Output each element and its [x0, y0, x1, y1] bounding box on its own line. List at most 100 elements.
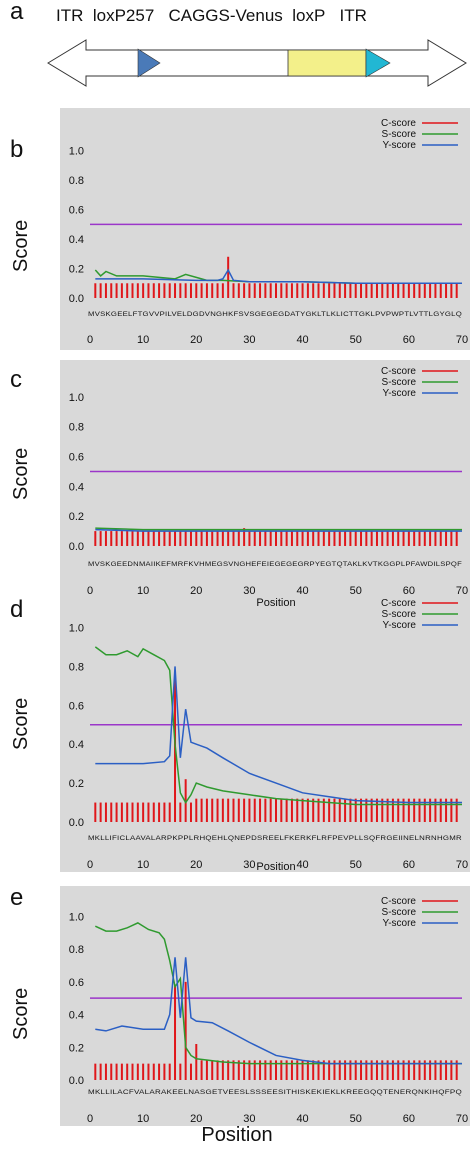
x-tick-label-b: 0	[87, 334, 93, 346]
x-tick-label-e: 60	[403, 1113, 415, 1125]
y-tick-label-d: 0.4	[69, 739, 84, 751]
x-tick-label-b: 50	[350, 334, 362, 346]
x-tick-label-c: 60	[403, 585, 415, 597]
panel-d-background	[60, 590, 470, 872]
y-tick-label-c: 0.6	[69, 452, 84, 464]
y-tick-label-e: 0.8	[69, 944, 84, 956]
y-tick-label-b: 0.2	[69, 264, 84, 276]
x-tick-label-c: 40	[296, 585, 308, 597]
y-axis-label-d: Score	[10, 697, 32, 750]
y-tick-label-e: 0.4	[69, 1010, 84, 1022]
legend-label-e: Y-score	[382, 918, 416, 929]
construct-label-loxp257: loxP257	[92, 6, 155, 25]
x-tick-label-e: 0	[87, 1113, 93, 1125]
y-tick-label-c: 0.4	[69, 481, 84, 493]
s-score-line-d	[94, 646, 462, 806]
y-tick-label-b: 0.8	[69, 175, 84, 187]
chart-panel-e: 0.0 0.2 0.4 0.6 0.8 1.0 0 10 20 30 40 50 60 70 MKLLILA…	[69, 896, 468, 1125]
y-tick-label-b: 0.6	[69, 205, 84, 217]
loxp-triangle	[365, 48, 391, 78]
y-tick-label-d: 0.8	[69, 661, 84, 673]
x-tick-label-d: 0	[87, 859, 93, 871]
legend-label-e: C-score	[381, 896, 416, 907]
s-score-line-c	[95, 527, 462, 531]
legend-label-b: C-score	[381, 118, 416, 129]
y-score-line-d	[95, 666, 462, 804]
panel-label-b: b	[10, 136, 24, 163]
x-tick-label-e: 30	[243, 1113, 255, 1125]
s-score-line-e	[94, 922, 462, 1065]
construct-label-itr-right: ITR	[339, 6, 367, 25]
y-tick-label-c: 1.0	[69, 392, 84, 404]
y-tick-label-e: 0.2	[69, 1042, 84, 1054]
x-tick-label-e: 70	[456, 1113, 468, 1125]
legend-label-c: C-score	[381, 366, 416, 377]
legend-label-d: S-score	[382, 609, 417, 620]
legend-label-c: S-score	[382, 377, 417, 388]
legend-label-d: C-score	[381, 598, 416, 609]
x-tick-label-c: 0	[87, 585, 93, 597]
x-tick-label-c: 50	[350, 585, 362, 597]
x-tick-label-d: 60	[403, 859, 415, 871]
legend-label-b: S-score	[382, 129, 417, 140]
legend-label-e: S-score	[382, 907, 417, 918]
panel-label-c: c	[10, 366, 22, 393]
panel-label-d: d	[10, 596, 24, 623]
x-tick-label-e: 10	[137, 1113, 149, 1125]
chart-panel-d: 0.0 0.2 0.4 0.6 0.8 1.0 0 10 20 30 40 50 60 70 MKLLIFI…	[69, 598, 468, 873]
sequence-text-e: MKLLILACFVALARAKEELNASGETVEESLSSSEESITHI…	[88, 1090, 462, 1096]
panel-c-background	[60, 360, 470, 608]
y-score-line-c	[95, 528, 462, 532]
y-tick-label-d: 0.2	[69, 778, 84, 790]
y-axis-label-b: Score	[10, 219, 32, 272]
sequence-text-c: MVSKGEEDNMAIIKEFMRFKVHMEGSVNGHEFEIEGEGEG…	[88, 562, 462, 568]
x-tick-label-c: 70	[456, 585, 468, 597]
x-tick-label-e: 40	[296, 1113, 308, 1125]
x-tick-label-b: 30	[243, 334, 255, 346]
x-tick-label-c: 10	[137, 585, 149, 597]
y-tick-label-d: 0.0	[69, 817, 84, 829]
x-tick-label-d: 20	[190, 859, 202, 871]
y-tick-label-c: 0.8	[69, 422, 84, 434]
panel-label-a: a	[10, 0, 24, 25]
construct-label-caggs-venus: CAGGS-Venus	[168, 6, 283, 25]
construct-double-arrow	[47, 39, 467, 87]
legend-label-b: Y-score	[382, 140, 416, 151]
x-tick-label-c: 20	[190, 585, 202, 597]
construct-labels: ITR loxP257 CAGGS-Venus loxP ITR	[56, 6, 367, 26]
y-tick-label-e: 0.0	[69, 1075, 84, 1087]
construct-label-itr-left: ITR	[56, 6, 84, 25]
y-score-line-b	[95, 268, 462, 285]
chart-panel-c: 0.0 0.2 0.4 0.6 0.8 1.0 0 10 20 30 40 50 60 70 MVSKGEE…	[69, 366, 468, 609]
x-tick-label-b: 60	[403, 334, 415, 346]
x-tick-label-d: 10	[137, 859, 149, 871]
x-tick-label-e: 20	[190, 1113, 202, 1125]
construct-diagram	[47, 39, 467, 87]
y-tick-label-c: 0.2	[69, 511, 84, 523]
sequence-text-d: MKLLIFICLAAVALARPKPPLRHQEHLQNEPDSREELFKE…	[88, 836, 463, 842]
y-tick-label-e: 1.0	[69, 911, 84, 923]
x-tick-label-d: 30	[243, 859, 255, 871]
y-axis-label-e: Score	[10, 987, 32, 1040]
y-tick-label-b: 0.4	[69, 234, 84, 246]
y-tick-label-d: 1.0	[69, 622, 84, 634]
x-tick-label-b: 10	[137, 334, 149, 346]
panel-b-background	[60, 108, 470, 350]
x-axis-label-d: Position	[256, 861, 295, 873]
x-tick-label-d: 40	[296, 859, 308, 871]
y-tick-label-c: 0.0	[69, 541, 84, 553]
loxp257-triangle	[137, 48, 161, 78]
chart-panel-b: 0.0 0.2 0.4 0.6 0.8 1.0 0 10 20 30 40 50 60 70 MVSKGEE…	[69, 118, 468, 346]
x-tick-label-b: 20	[190, 334, 202, 346]
y-score-line-e	[95, 957, 462, 1065]
x-tick-label-d: 50	[350, 859, 362, 871]
panel-label-e: e	[10, 884, 24, 911]
y-tick-label-d: 0.6	[69, 700, 84, 712]
venus-cassette	[287, 49, 367, 77]
panel-e-background	[60, 886, 470, 1126]
x-tick-label-b: 40	[296, 334, 308, 346]
y-tick-label-e: 0.6	[69, 977, 84, 989]
legend-label-c: Y-score	[382, 388, 416, 399]
sequence-text-b: MVSKGEELFTGVVPILVELDGDVNGHKFSVSGEGEGDATY…	[88, 312, 462, 318]
x-axis-label-bottom: Position	[201, 1124, 273, 1146]
